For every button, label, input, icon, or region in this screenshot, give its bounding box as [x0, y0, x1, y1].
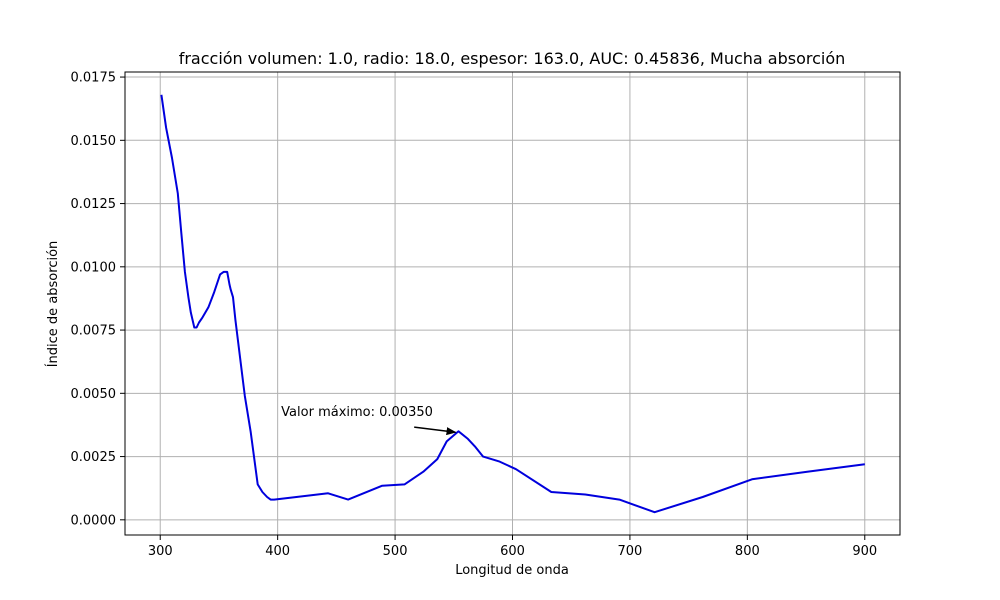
- y-tick-label: 0.0100: [71, 260, 117, 275]
- x-axis-label: Longitud de onda: [455, 563, 569, 578]
- y-tick-label: 0.0150: [71, 134, 117, 149]
- series-line: [160, 94, 865, 514]
- ticks: 300 400 500 600 700 800 900 0.0000 0.0025 0.0050 0…: [71, 71, 878, 559]
- chart-title: fracción volumen: 1.0, radio: 18.0, espe…: [179, 49, 846, 68]
- series-layer: [160, 94, 865, 514]
- y-tick-label: 0.0175: [71, 71, 117, 86]
- annotation: Valor máximo: 0.00350: [281, 405, 457, 436]
- x-tick-label: 300: [148, 544, 173, 559]
- x-tick-label: 900: [852, 544, 877, 559]
- x-tick-label: 600: [500, 544, 525, 559]
- y-tick-label: 0.0050: [71, 387, 117, 402]
- y-tick-label: 0.0125: [71, 197, 117, 212]
- x-tick-label: 700: [618, 544, 643, 559]
- grid: [125, 72, 900, 535]
- x-tick-label: 500: [383, 544, 408, 559]
- y-axis-label: Índice de absorción: [45, 241, 61, 368]
- x-tick-label: 800: [735, 544, 760, 559]
- x-tick-label: 400: [265, 544, 290, 559]
- max-value-annotation: Valor máximo: 0.00350: [281, 405, 433, 420]
- y-tick-label: 0.0075: [71, 324, 117, 339]
- y-tick-label: 0.0000: [71, 513, 117, 528]
- annotation-arrow: [414, 426, 457, 436]
- y-tick-label: 0.0025: [71, 450, 117, 465]
